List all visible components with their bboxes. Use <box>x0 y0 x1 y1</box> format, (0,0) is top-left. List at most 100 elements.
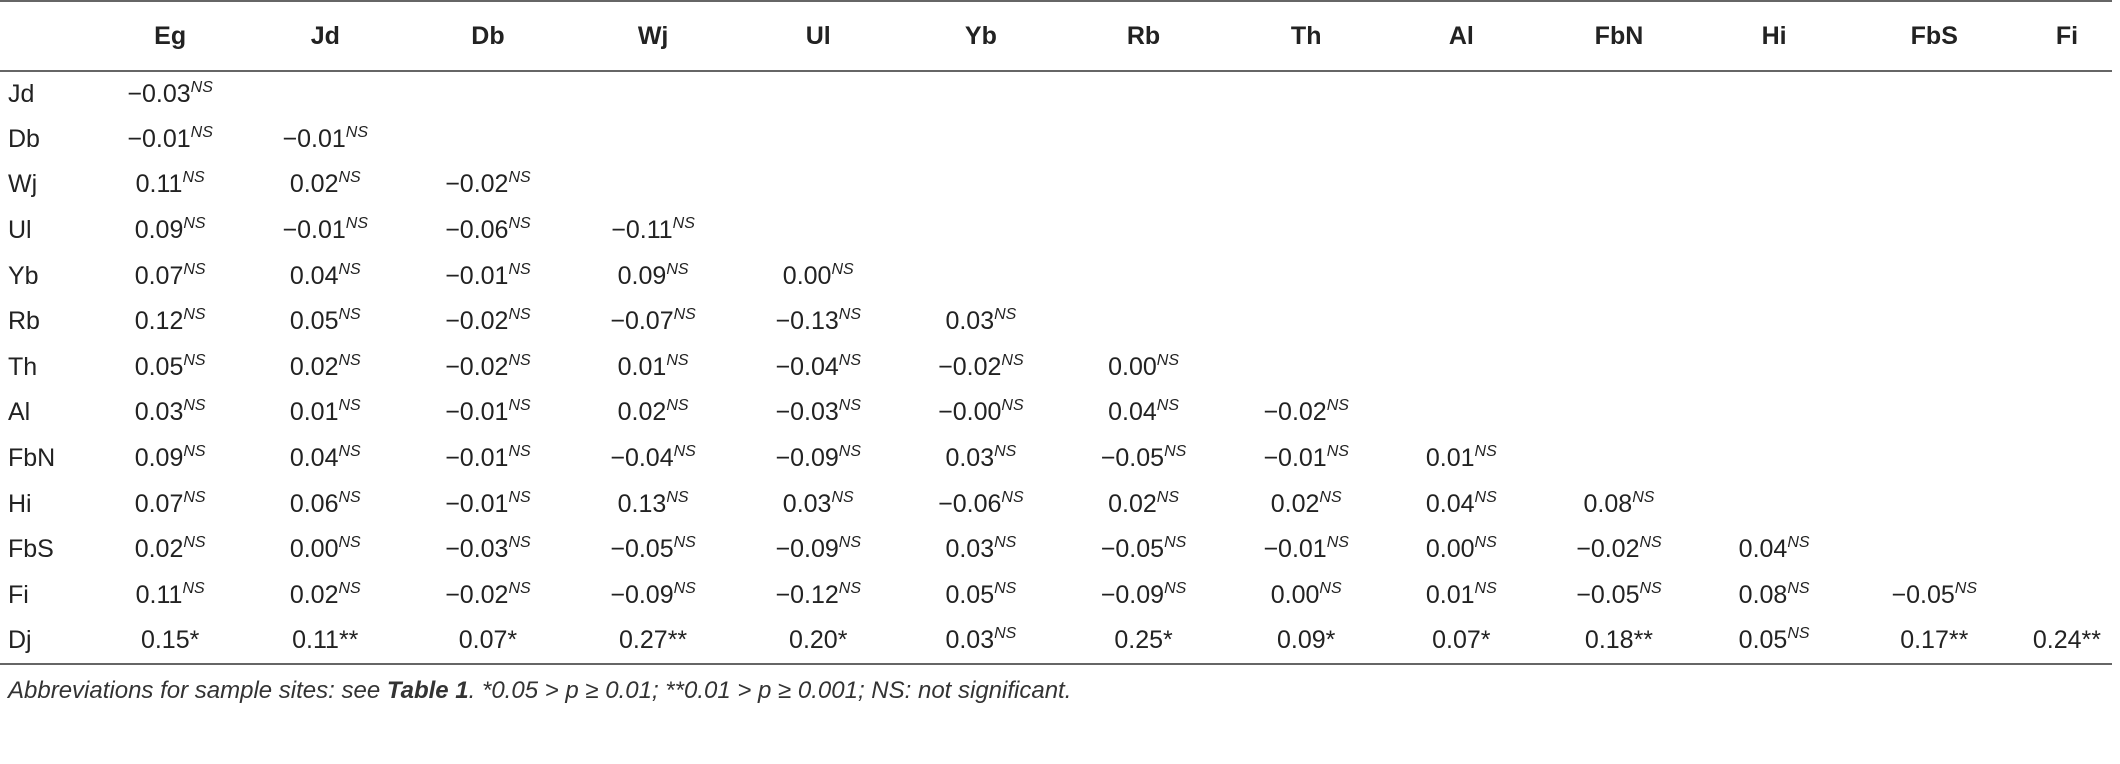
cell-value: 0.01 <box>1425 444 1475 473</box>
significance-marker: NS <box>1787 579 1810 597</box>
cell-value: 0.09 <box>617 261 667 290</box>
empty-cell <box>1226 162 1386 208</box>
cell-value: 0.09 <box>134 216 184 245</box>
significance-marker: NS <box>508 215 531 233</box>
empty-cell <box>1702 208 1847 254</box>
matrix-cell: −0.01NS <box>245 117 405 163</box>
column-header: Jd <box>245 0 406 72</box>
empty-cell <box>1226 208 1386 254</box>
significance-marker: NS <box>838 534 861 552</box>
empty-cell <box>1847 527 2022 573</box>
cell-value: 0.00 <box>782 261 832 290</box>
significance-marker: NS <box>1474 534 1497 552</box>
significance-marker: NS <box>1326 534 1349 552</box>
table-row: FbN 0.09NS 0.04NS −0.01NS −0.04NS −0.09NS 0.03… <box>0 436 2112 482</box>
cell-value: 0.24** <box>2032 625 2101 654</box>
cell-value: 0.27** <box>619 625 688 654</box>
matrix-cell: 0.08NS <box>1536 481 1701 527</box>
matrix-cell: −0.03NS <box>95 71 245 117</box>
column-header: Wj <box>570 0 736 72</box>
significance-marker: NS <box>838 579 861 597</box>
cell-value: 0.04 <box>1108 398 1157 427</box>
cell-value: −0.01 <box>445 398 509 427</box>
header-row: Eg Jd Db Wj Ul Yb Rb Th Al FbN Hi FbS Fi <box>0 0 2112 72</box>
matrix-cell: 0.08NS <box>1702 573 1847 619</box>
cell-value: −0.01 <box>1263 535 1327 564</box>
matrix-cell: −0.11NS <box>571 208 736 254</box>
matrix-cell: −0.05NS <box>571 527 736 573</box>
significance-marker: NS <box>182 579 205 597</box>
empty-cell <box>1847 299 2022 345</box>
significance-marker: NS <box>1319 579 1342 597</box>
significance-marker: NS <box>1164 534 1187 552</box>
significance-marker: NS <box>666 397 689 415</box>
empty-cell <box>1536 117 1701 163</box>
significance-marker: NS <box>338 579 361 597</box>
empty-cell <box>1702 390 1847 436</box>
empty-cell <box>2022 71 2112 117</box>
significance-marker: NS <box>183 534 206 552</box>
cell-value: −0.11 <box>611 216 673 245</box>
cell-value: −0.02 <box>1263 398 1327 427</box>
cell-value: 0.20* <box>789 625 848 654</box>
empty-cell <box>1702 162 1847 208</box>
matrix-cell: −0.03NS <box>736 390 901 436</box>
significance-marker: NS <box>831 260 854 278</box>
matrix-cell: 0.05NS <box>95 345 245 391</box>
empty-cell <box>1226 345 1386 391</box>
significance-marker: NS <box>183 397 206 415</box>
matrix-cell: 0.05NS <box>245 299 405 345</box>
footnote-suffix: . *0.05 > p ≥ 0.01; **0.01 > p ≥ 0.001; … <box>468 676 1072 704</box>
matrix-cell: 0.03NS <box>900 618 1061 665</box>
matrix-cell: −0.01NS <box>405 253 570 299</box>
cell-value: 0.17** <box>1900 625 1969 654</box>
cell-value: 0.00 <box>1270 580 1320 609</box>
significance-marker: NS <box>508 488 531 506</box>
cell-value: 0.04 <box>289 444 339 473</box>
matrix-cell: −0.06NS <box>405 208 570 254</box>
cell-value: 0.03 <box>945 535 995 564</box>
cell-value: 0.05 <box>945 580 995 609</box>
cell-value: −0.09 <box>775 535 839 564</box>
significance-marker: NS <box>1787 534 1810 552</box>
significance-marker: NS <box>1639 534 1662 552</box>
significance-marker: NS <box>183 488 206 506</box>
significance-marker: NS <box>1787 624 1810 642</box>
matrix-cell: −0.05NS <box>1536 573 1701 619</box>
cell-value: 0.07 <box>134 261 184 290</box>
significance-marker: NS <box>673 306 696 324</box>
empty-cell <box>901 253 1061 299</box>
significance-marker: NS <box>1474 443 1497 461</box>
table-row: Dj 0.15* 0.11** 0.07* 0.27** 0.20* 0.03NS 0.25*… <box>0 618 2112 665</box>
matrix-cell: −0.01NS <box>245 208 405 254</box>
cell-value: 0.01 <box>1425 580 1475 609</box>
empty-cell <box>1536 345 1701 391</box>
matrix-cell: 0.18** <box>1536 618 1702 665</box>
row-label: FbN <box>8 444 56 473</box>
row-label: Dj <box>0 618 96 665</box>
empty-cell <box>1061 208 1226 254</box>
significance-marker: NS <box>338 351 361 369</box>
matrix-cell: 0.15* <box>95 618 246 665</box>
significance-marker: NS <box>1001 488 1024 506</box>
cell-value: −0.01 <box>1263 444 1327 473</box>
column-header: Fi <box>2021 0 2112 72</box>
empty-cell <box>571 162 736 208</box>
significance-marker: NS <box>672 215 695 233</box>
matrix-cell: 0.02NS <box>571 390 736 436</box>
matrix-cell: −0.04NS <box>571 436 736 482</box>
significance-marker: NS <box>182 169 205 187</box>
significance-marker: NS <box>1474 579 1497 597</box>
matrix-cell: −0.09NS <box>1061 573 1226 619</box>
empty-cell <box>1226 299 1386 345</box>
significance-marker: NS <box>1164 579 1187 597</box>
empty-cell <box>901 208 1061 254</box>
significance-marker: NS <box>994 579 1017 597</box>
cell-value: 0.11 <box>135 580 183 609</box>
cell-value: −0.05 <box>1576 580 1640 609</box>
empty-cell <box>736 71 901 117</box>
matrix-cell: 0.24** <box>2021 618 2112 665</box>
empty-cell <box>1847 162 2022 208</box>
significance-marker: NS <box>666 351 689 369</box>
cell-value: 0.02 <box>289 580 339 609</box>
